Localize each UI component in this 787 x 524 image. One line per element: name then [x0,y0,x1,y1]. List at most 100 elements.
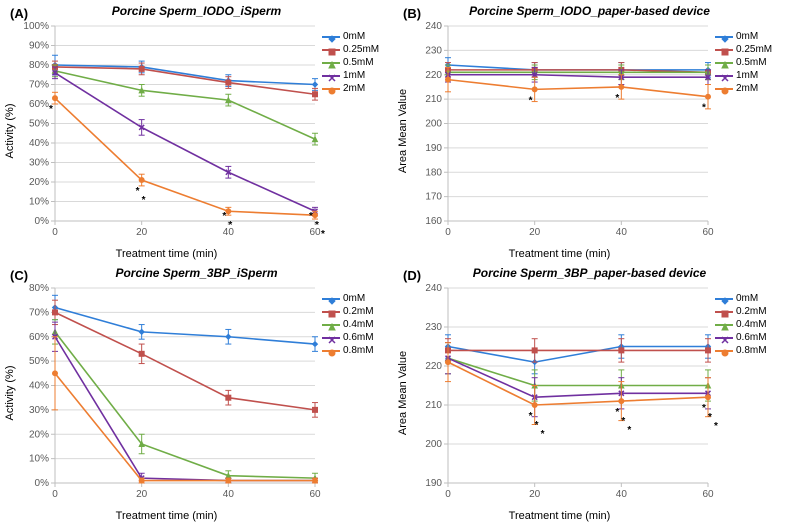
svg-text:60%: 60% [29,332,49,343]
legend-item: 0.8mM [322,344,374,357]
svg-text:20%: 20% [29,177,49,188]
svg-text:30%: 30% [29,405,49,416]
svg-text:20: 20 [136,227,148,238]
svg-text:0%: 0% [35,216,50,227]
legend-label: 1mM [343,70,365,81]
svg-text:160: 160 [425,216,442,227]
legend-item: 0.5mM [715,56,772,69]
svg-text:*: * [315,220,319,231]
legend-label: 0mM [736,31,758,42]
panel-C: (C) Porcine Sperm_3BP_iSperm Activity (%… [0,262,393,524]
panel-A: (A) Porcine Sperm_IODO_iSperm Activity (… [0,0,393,262]
legend-label: 0.2mM [343,306,374,317]
legend-label: 2mM [736,83,758,94]
svg-text:40%: 40% [29,381,49,392]
svg-text:240: 240 [425,283,442,294]
svg-text:30%: 30% [29,158,49,169]
figure-root: { "layout": { "panel_w": 393, "panel_h":… [0,0,787,524]
svg-text:0%: 0% [35,478,50,489]
legend-item: 0mM [715,292,767,305]
svg-text:40: 40 [616,227,628,238]
legend-item: 0.25mM [715,43,772,56]
svg-text:*: * [222,211,226,222]
svg-text:220: 220 [425,70,442,81]
svg-text:170: 170 [425,192,442,203]
legend-label: 0.8mM [736,345,767,356]
svg-text:50%: 50% [29,356,49,367]
svg-text:40: 40 [223,489,235,500]
legend-B: 0mM 0.25mM 0.5mM 1mM 2mM [715,30,772,95]
legend-item: 0mM [322,30,379,43]
legend-item: 0mM [715,30,772,43]
svg-text:*: * [136,186,140,197]
legend-label: 0.5mM [736,57,767,68]
svg-text:60: 60 [702,489,714,500]
svg-text:70%: 70% [29,307,49,318]
svg-text:*: * [615,407,619,418]
svg-text:20: 20 [136,489,148,500]
legend-label: 0.5mM [343,57,374,68]
svg-text:*: * [541,429,545,440]
legend-C: 0mM0.2mM0.4mM0.6mM0.8mM [322,292,374,357]
svg-text:*: * [627,425,631,436]
legend-item: 2mM [322,82,379,95]
svg-text:80%: 80% [29,283,49,294]
svg-text:*: * [49,104,53,115]
svg-text:180: 180 [425,167,442,178]
svg-text:190: 190 [425,478,442,489]
legend-item: 2mM [715,82,772,95]
legend-item: 0.8mM [715,344,767,357]
legend-label: 2mM [343,83,365,94]
legend-label: 0.4mM [343,319,374,330]
legend-label: 0.6mM [736,332,767,343]
svg-text:60: 60 [309,489,321,500]
legend-D: 0mM0.2mM 0.4mM 0.6mM 0.8mM [715,292,767,357]
svg-text:200: 200 [425,119,442,130]
legend-label: 1mM [736,70,758,81]
svg-text:*: * [142,195,146,206]
legend-label: 0mM [343,31,365,42]
legend-label: 0.2mM [736,306,767,317]
panel-B: (B) Porcine Sperm_IODO_paper-based devic… [393,0,786,262]
svg-text:*: * [321,229,325,240]
svg-text:*: * [702,103,706,114]
svg-text:210: 210 [425,94,442,105]
svg-text:20: 20 [529,489,541,500]
legend-item: 0.4mM [322,318,374,331]
legend-item: 0.25mM [322,43,379,56]
legend-item: 0.6mM [322,331,374,344]
svg-text:100%: 100% [23,21,49,32]
legend-A: 0mM 0.25mM 0.5mM 1mM 2mM [322,30,379,95]
legend-item: 0.5mM [322,56,379,69]
svg-text:20%: 20% [29,429,49,440]
svg-text:10%: 10% [29,197,49,208]
svg-text:60: 60 [702,227,714,238]
svg-text:10%: 10% [29,454,49,465]
legend-item: 0.6mM [715,331,767,344]
svg-text:*: * [615,93,619,104]
svg-text:40: 40 [616,489,628,500]
svg-text:210: 210 [425,400,442,411]
svg-text:*: * [714,421,718,432]
svg-text:60%: 60% [29,99,49,110]
svg-text:190: 190 [425,143,442,154]
svg-text:40%: 40% [29,138,49,149]
svg-text:20: 20 [529,227,541,238]
legend-label: 0.4mM [736,319,767,330]
svg-text:0: 0 [52,227,58,238]
svg-text:*: * [228,220,232,231]
legend-item: 1mM [322,69,379,82]
svg-text:*: * [309,211,313,222]
legend-label: 0.8mM [343,345,374,356]
svg-text:0: 0 [445,489,451,500]
svg-text:230: 230 [425,322,442,333]
legend-item: 1mM [715,69,772,82]
svg-text:*: * [535,420,539,431]
svg-text:0: 0 [445,227,451,238]
svg-text:230: 230 [425,45,442,56]
svg-text:200: 200 [425,439,442,450]
svg-text:70%: 70% [29,80,49,91]
legend-label: 0.25mM [736,44,772,55]
legend-label: 0.25mM [343,44,379,55]
svg-text:220: 220 [425,361,442,372]
